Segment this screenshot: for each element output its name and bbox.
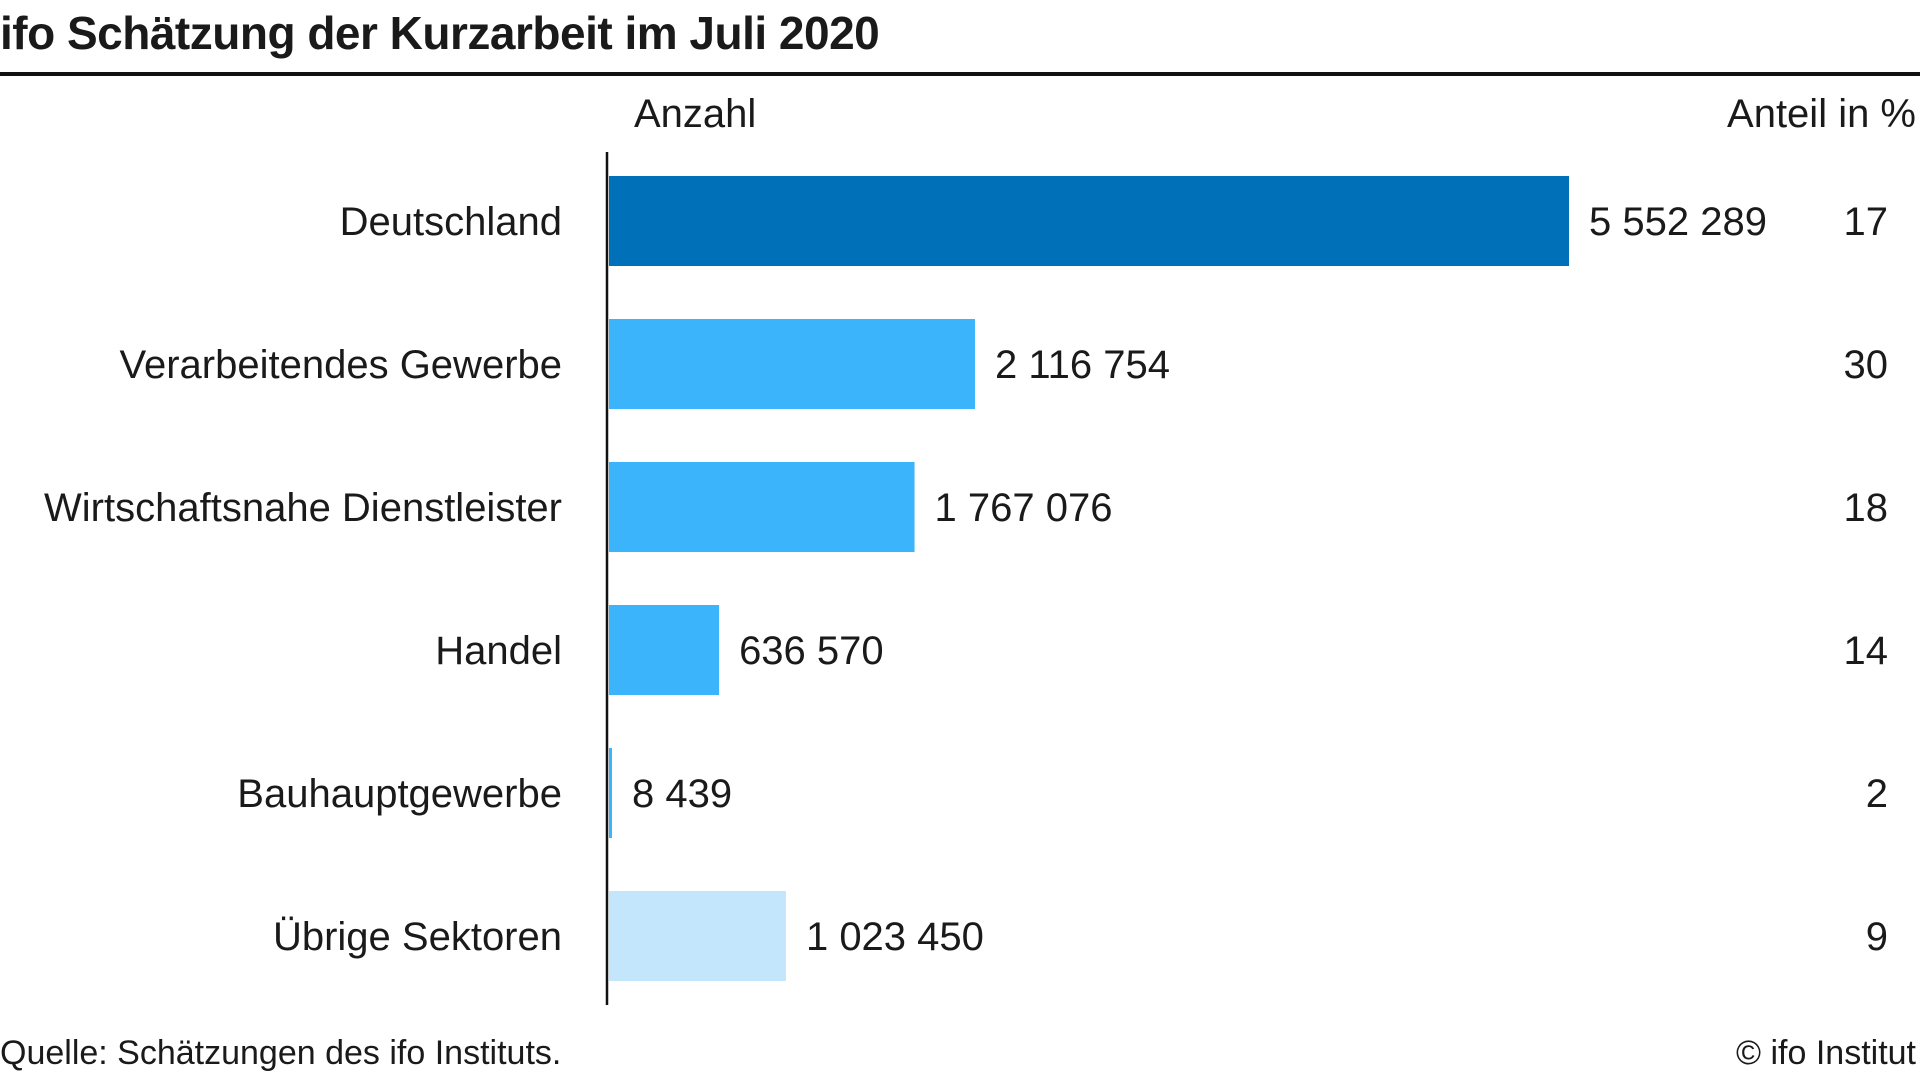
value-label-3: 636 570 <box>739 629 884 673</box>
category-label-4: Bauhauptgewerbe <box>237 772 562 816</box>
column-header-count: Anzahl <box>634 92 757 136</box>
category-label-0: Deutschland <box>340 200 562 244</box>
share-label-2: 18 <box>1844 486 1889 530</box>
category-label-3: Handel <box>435 629 562 673</box>
category-label-2: Wirtschaftsnahe Dienstleister <box>44 486 562 530</box>
value-label-4: 8 439 <box>632 772 732 816</box>
share-label-3: 14 <box>1844 629 1889 673</box>
bar-1 <box>609 319 975 409</box>
category-label-1: Verarbeitendes Gewerbe <box>120 343 563 387</box>
column-header-share: Anteil in % <box>1727 92 1916 136</box>
value-label-5: 1 023 450 <box>806 915 984 959</box>
source-note: Quelle: Schätzungen des ifo Instituts. <box>0 1034 562 1072</box>
share-label-1: 30 <box>1844 343 1889 387</box>
bar-5 <box>609 891 786 981</box>
title-rule <box>0 72 1920 76</box>
bar-4 <box>609 748 612 838</box>
bar-0 <box>609 176 1569 266</box>
share-label-0: 17 <box>1844 200 1889 244</box>
value-label-0: 5 552 289 <box>1589 200 1767 244</box>
category-label-5: Übrige Sektoren <box>273 915 562 959</box>
bar-2 <box>609 462 915 552</box>
share-label-4: 2 <box>1866 772 1888 816</box>
chart-title: ifo Schätzung der Kurzarbeit im Juli 202… <box>0 7 880 59</box>
bars-group: Deutschland 5 552 289 17 Verarbeitendes Gew… <box>44 176 1888 981</box>
copyright-note: © ifo Institut <box>1735 1034 1916 1072</box>
value-label-1: 2 116 754 <box>995 343 1170 387</box>
share-label-5: 9 <box>1866 915 1888 959</box>
bar-3 <box>609 605 720 695</box>
value-label-2: 1 767 076 <box>935 486 1113 530</box>
